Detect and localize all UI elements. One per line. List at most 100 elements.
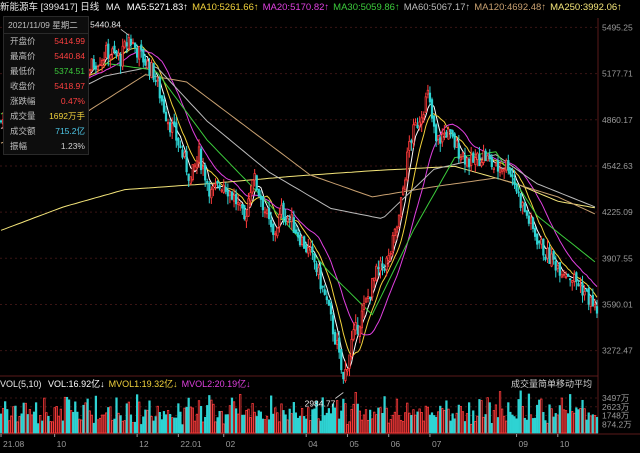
candle-body [309, 247, 312, 251]
volume-bar [480, 400, 483, 434]
candle-body [333, 332, 337, 345]
price-tick-label: 5177.71 [602, 69, 633, 79]
candle-body [259, 195, 262, 200]
volume-bar [84, 402, 87, 434]
volume-bar [317, 418, 320, 434]
volume-bar [513, 416, 516, 434]
candle-body [94, 65, 98, 70]
candle-body [552, 251, 555, 260]
candle-body [294, 229, 298, 234]
info-label: 收盘价 [10, 81, 36, 91]
candle-body [329, 302, 333, 315]
ma60-line [0, 65, 596, 219]
candle-body [317, 267, 320, 275]
volume-bar [587, 412, 590, 434]
candle-body [577, 283, 580, 287]
vol-tick-label: 874.2万 [602, 419, 632, 429]
volume-bar [150, 415, 153, 434]
price-tick-label: 3907.55 [602, 253, 633, 263]
volume-bar [515, 418, 518, 434]
candle-body [222, 184, 225, 193]
volume-bar [105, 412, 108, 434]
volume-bar [138, 401, 141, 434]
volume-bar [478, 399, 481, 434]
volume-bar [255, 416, 258, 434]
info-row: 最低价 5374.51 [4, 64, 88, 79]
ma-item-0: MA5:5271.83↑ [126, 2, 189, 13]
candle-body [575, 272, 578, 283]
volume-bar [183, 407, 186, 434]
volume-bar [82, 404, 85, 434]
volume-bar [336, 400, 339, 434]
volume-bar [402, 421, 405, 434]
candle-body [548, 247, 551, 264]
candle-body [364, 298, 368, 303]
info-date: 2021/11/09 星期二 [4, 17, 88, 34]
volume-bar [583, 408, 586, 434]
volume-bar [387, 422, 390, 434]
candle-body [92, 59, 95, 68]
candle-body [154, 80, 157, 82]
date-axis: 21.08 10 12 22.01 02 04 05 06 07 09 10 [0, 434, 570, 449]
x-tick-label: 12 [139, 439, 149, 449]
volume-bar [280, 403, 283, 434]
volume-bar [589, 415, 592, 434]
volume-bar [261, 418, 265, 434]
candle-body [587, 288, 590, 305]
info-row: 最高价 5440.84 [4, 49, 88, 64]
volume-bar [414, 414, 417, 434]
volume-bar [552, 416, 555, 434]
volume-bar [321, 397, 324, 434]
candle-body [257, 188, 260, 196]
annotation-leader [120, 29, 130, 36]
volume-bar [494, 404, 498, 434]
candle-body [253, 173, 256, 181]
candle-body [0, 120, 3, 123]
info-value: 5440.84 [54, 51, 85, 61]
candle-body [113, 45, 116, 52]
candle-body [591, 294, 594, 307]
volume-bar [447, 408, 450, 434]
candle-body [404, 179, 407, 191]
candle-body [239, 202, 242, 206]
candle-body [96, 66, 100, 71]
volume-bar [76, 411, 79, 434]
candle-body [478, 154, 481, 167]
volume-bar [488, 402, 491, 434]
volume-bar [195, 413, 199, 434]
candle-body [327, 299, 331, 306]
volume-bar [241, 414, 244, 434]
volume-indicator-name[interactable]: 成交量简单移动平均 [510, 379, 592, 389]
candle-body [562, 273, 566, 276]
x-tick-label: 05 [349, 439, 359, 449]
candle-body [457, 143, 460, 159]
volume-bar [369, 409, 372, 434]
volume-bar [445, 400, 448, 434]
volume-bar [234, 408, 238, 434]
candle-body [566, 273, 570, 277]
volume-bar [117, 412, 120, 434]
volume-bar [377, 407, 380, 434]
candle-body [517, 191, 520, 194]
volume-bar [455, 412, 458, 434]
volume-bar [286, 419, 289, 434]
index-name[interactable]: 新能源车 [399417] 日线 [0, 2, 100, 13]
volume-bar [443, 409, 446, 434]
candle-body [513, 178, 516, 186]
candle-body [385, 257, 388, 271]
volume-bar [507, 402, 510, 434]
candle-body [430, 99, 434, 119]
candle-body [313, 253, 316, 263]
candle-body [191, 164, 194, 180]
candle-body [397, 214, 401, 228]
candle-body [463, 155, 467, 165]
volume-bar [375, 414, 378, 434]
volume-bar [307, 407, 310, 434]
candle-body [406, 151, 409, 181]
volume-bar [127, 401, 131, 434]
candle-body [171, 123, 174, 133]
volume-bar [364, 409, 368, 434]
volume-bar [201, 421, 205, 434]
volume-bar [476, 415, 479, 434]
candle-body [175, 122, 178, 141]
